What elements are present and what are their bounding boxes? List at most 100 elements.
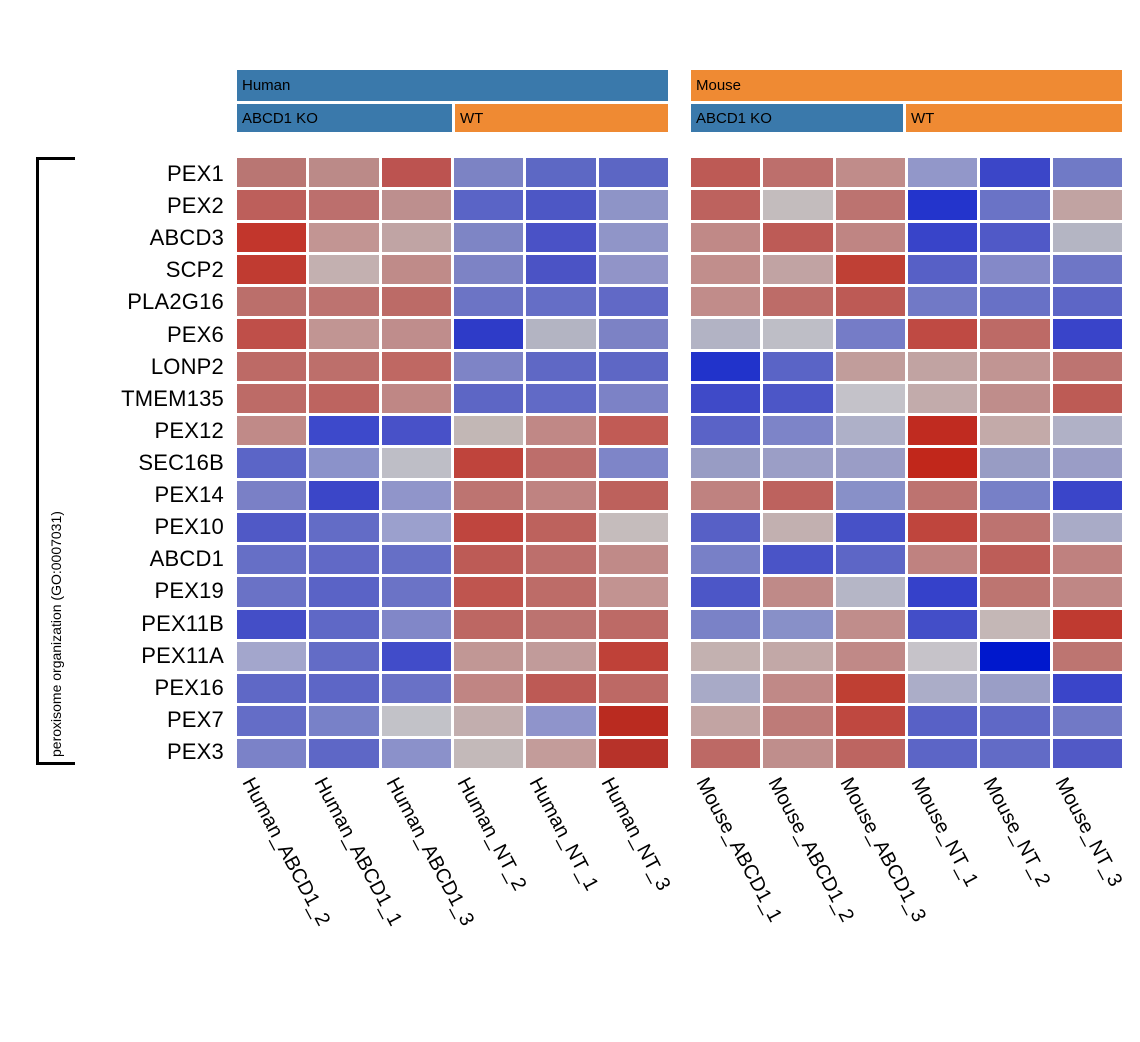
heatmap-cell [237, 738, 307, 768]
heatmap-cell [237, 448, 307, 478]
condition-label-mouse-abcd1ko: ABCD1 KO [696, 109, 772, 127]
heatmap-cell [237, 609, 307, 639]
species-bar-mouse: Mouse [691, 70, 1122, 101]
heatmap-cell [237, 512, 307, 543]
heatmap-cell [1052, 706, 1122, 736]
heatmap-cell [1052, 609, 1122, 639]
sample-label: Mouse_ABCD1_3 [835, 774, 930, 926]
heatmap-cell [980, 416, 1050, 446]
heatmap-cell [835, 545, 905, 575]
heatmap-cell [454, 383, 524, 414]
sample-label: Mouse_NT_1 [906, 774, 983, 891]
heatmap-cell [980, 351, 1050, 381]
heatmap-cell [526, 158, 596, 188]
heatmap-cell [908, 222, 978, 252]
heatmap-cell [835, 512, 905, 543]
heatmap-cell [763, 351, 833, 381]
heatmap-cell [1052, 674, 1122, 704]
gene-label: PEX10 [154, 514, 224, 540]
heatmap-cell [763, 448, 833, 478]
sample-label: Human_ABCD1_3 [381, 774, 478, 930]
heatmap-cell [691, 545, 761, 575]
heatmap-cell [763, 641, 833, 672]
heatmap-cell [309, 577, 379, 607]
heatmap-cell [1052, 416, 1122, 446]
heatmap-cell [598, 416, 668, 446]
heatmap-cell [381, 254, 451, 285]
heatmap-cell [835, 222, 905, 252]
heatmap-cell [526, 351, 596, 381]
heatmap-cell [309, 674, 379, 704]
heatmap-cell [454, 609, 524, 639]
heatmap-cell [381, 545, 451, 575]
heatmap-cell [309, 480, 379, 510]
heatmap-cell [454, 416, 524, 446]
heatmap-cell [1052, 545, 1122, 575]
heatmap-cell [454, 287, 524, 317]
heatmap-cell [598, 738, 668, 768]
heatmap-cell [237, 545, 307, 575]
heatmap-cell [763, 254, 833, 285]
condition-label-mouse-wt: WT [911, 109, 935, 127]
heatmap-cell [691, 738, 761, 768]
heatmap-cell [908, 416, 978, 446]
heatmap-cell [237, 254, 307, 285]
heatmap-cell [454, 512, 524, 543]
gene-label: TMEM135 [121, 385, 224, 411]
heatmap-cell [763, 190, 833, 220]
sample-label: Human_NT_1 [524, 774, 603, 895]
heatmap-cell [381, 706, 451, 736]
heatmap-cell [908, 319, 978, 349]
heatmap-cell [454, 190, 524, 220]
species-label-mouse: Mouse [696, 77, 742, 94]
gene-label: ABCD3 [149, 225, 224, 251]
heatmap-cell [763, 706, 833, 736]
heatmap-cell [309, 222, 379, 252]
condition-bar-mouse-wt: WT [906, 104, 1122, 132]
species-label-human: Human [242, 77, 291, 94]
heatmap-cell [598, 545, 668, 575]
heatmap-cell [1052, 254, 1122, 285]
gene-label: ABCD1 [149, 546, 224, 572]
heatmap-cell [908, 383, 978, 414]
heatmap-cell [835, 641, 905, 672]
heatmap-cell [980, 738, 1050, 768]
heatmap-cell [1052, 190, 1122, 220]
heatmap-cell [763, 480, 833, 510]
gene-label: PEX2 [166, 193, 224, 219]
gene-label: SEC16B [138, 449, 224, 475]
heatmap-cell [237, 641, 307, 672]
heatmap-cell [309, 706, 379, 736]
heatmap-cell [980, 222, 1050, 252]
gene-label: PEX12 [154, 417, 224, 443]
heatmap-cell [381, 609, 451, 639]
heatmap-cell [598, 706, 668, 736]
heatmap-cell [526, 738, 596, 768]
gene-label: LONP2 [150, 353, 224, 379]
heatmap-cell [908, 351, 978, 381]
gene-label: SCP2 [165, 257, 224, 283]
heatmap-cell [1052, 383, 1122, 414]
heatmap-cell [691, 448, 761, 478]
heatmap-cell [381, 512, 451, 543]
heatmap-cell [763, 577, 833, 607]
sample-label: Human_NT_2 [452, 774, 531, 895]
heatmap-cell [980, 609, 1050, 639]
heatmap-cell [598, 351, 668, 381]
heatmap-cell [526, 609, 596, 639]
heatmap-cell [980, 512, 1050, 543]
heatmap-cell [835, 416, 905, 446]
heatmap-cell [763, 738, 833, 768]
heatmap-cell [691, 416, 761, 446]
heatmap-cell [1052, 351, 1122, 381]
heatmap-cell [381, 416, 451, 446]
heatmap-cell [980, 706, 1050, 736]
sample-label: Human_ABCD1_2 [237, 774, 335, 930]
heatmap-cell [980, 545, 1050, 575]
heatmap-cell [598, 609, 668, 639]
heatmap-cell [454, 641, 524, 672]
heatmap-cell [691, 287, 761, 317]
heatmap-cell [835, 190, 905, 220]
heatmap-cell [309, 254, 379, 285]
heatmap-cell [381, 480, 451, 510]
